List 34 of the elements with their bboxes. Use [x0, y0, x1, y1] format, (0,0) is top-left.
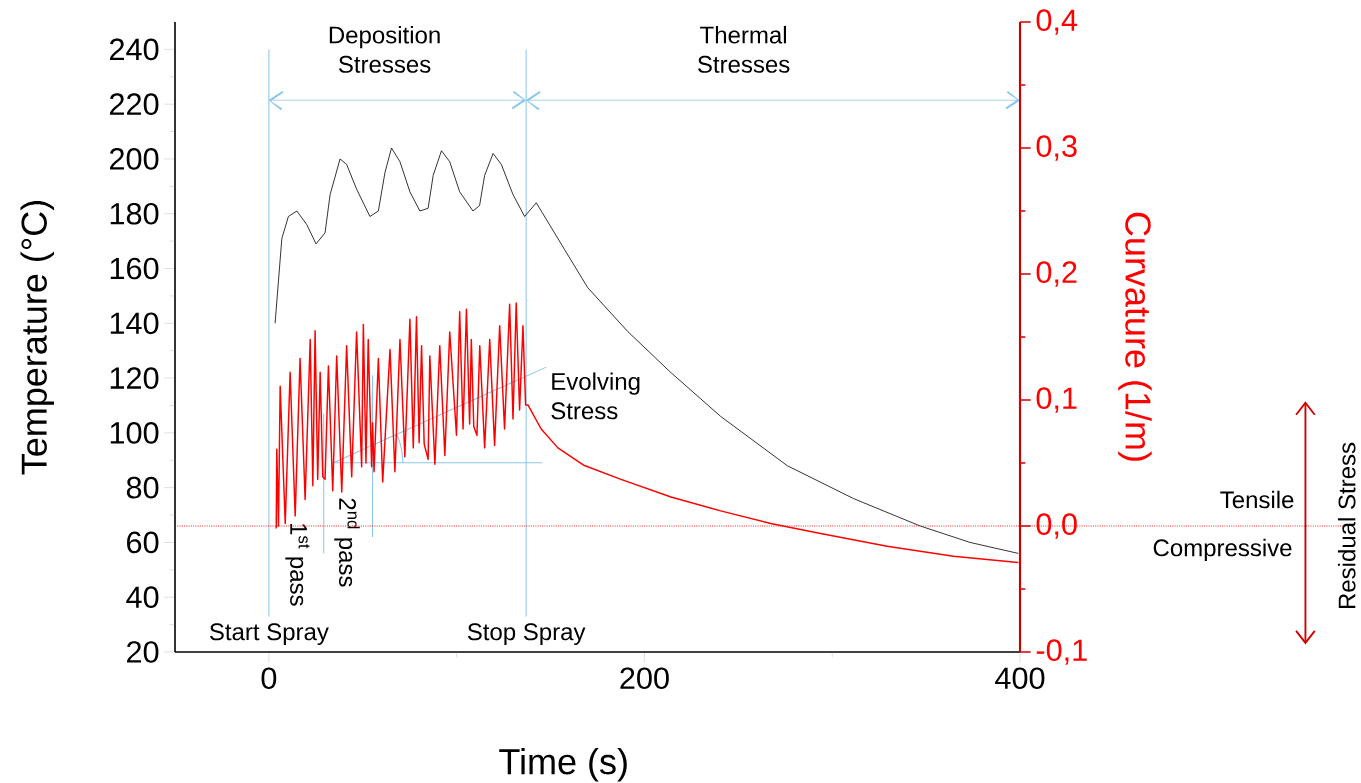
y-tick-label: 60 — [127, 531, 159, 554]
x-tick-label: 0 — [261, 667, 277, 690]
y-tick-label: 100 — [110, 422, 159, 444]
y2-tick-label: 0,1 — [1036, 387, 1077, 413]
ref-line-label: 1$^{st}$ pass — [285, 523, 310, 606]
y2-tick-label: 0,0 — [1036, 513, 1077, 539]
ref-line-label: Start Spray — [209, 623, 329, 646]
y-tick-label: 160 — [110, 257, 159, 280]
ref-line-label: 2$^{nd}$ pass — [334, 498, 360, 587]
y-tick-label: 120 — [110, 367, 159, 389]
x-axis-title: Time (s) — [499, 748, 627, 782]
y-tick-label: 240 — [110, 38, 159, 61]
y-tick-label: 40 — [126, 586, 159, 609]
annotation: Evolving Stress — [551, 372, 640, 420]
y-tick-label: 20 — [127, 641, 159, 663]
y2-tick-label: 0,3 — [1036, 135, 1077, 161]
y-tick-label: 140 — [110, 312, 159, 335]
annotation: Deposition Stresses — [329, 25, 440, 73]
ref-line-label: Stop Spray — [467, 623, 586, 646]
text: Residual Stress — [1337, 442, 1356, 609]
y-tick-label: 220 — [110, 93, 159, 116]
y2-tick-label: -0,1 — [1036, 639, 1087, 665]
y-tick-label: 200 — [110, 148, 159, 170]
y2-axis-title: Curvature (1/m) — [1118, 212, 1152, 461]
y2-tick-label: 0,2 — [1036, 261, 1077, 287]
y-tick-label: 180 — [110, 202, 159, 225]
y2-tick-label: 0,4 — [1036, 9, 1078, 35]
text: Tensile — [1220, 490, 1294, 509]
text: Compressive — [1153, 538, 1292, 562]
y-tick-label: 80 — [126, 476, 159, 499]
x-tick-label: 200 — [620, 667, 669, 690]
y-axis-title: Temperature (°C) — [20, 201, 55, 475]
annotation: Thermal Stresses — [698, 25, 790, 73]
x-tick-label: 400 — [995, 667, 1045, 690]
